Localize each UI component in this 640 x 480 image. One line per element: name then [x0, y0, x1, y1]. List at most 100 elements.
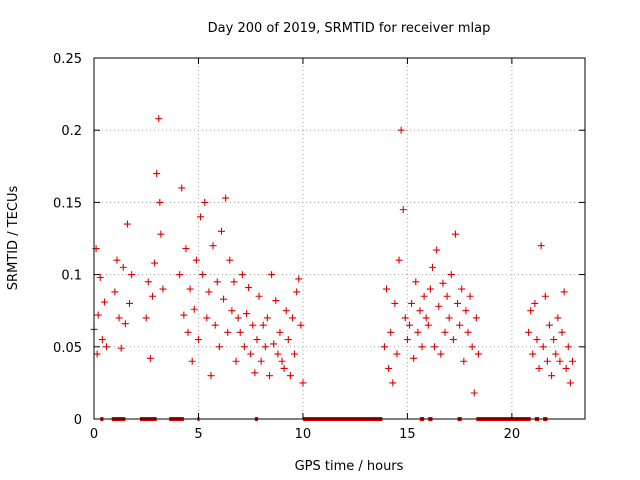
data-point	[247, 350, 255, 358]
data-point	[443, 292, 451, 300]
data-point	[422, 314, 430, 322]
data-point	[424, 321, 432, 329]
data-point	[449, 336, 457, 344]
data-point	[299, 379, 307, 387]
data-point	[568, 357, 576, 365]
data-point	[395, 256, 403, 264]
data-point	[295, 275, 303, 283]
y-axis-label: SRMTID / TECUs	[6, 186, 21, 291]
data-point	[236, 328, 244, 336]
data-point	[428, 263, 436, 271]
data-point	[462, 307, 470, 315]
data-point	[435, 302, 443, 310]
data-point	[180, 311, 188, 319]
data-point	[268, 271, 276, 279]
data-point	[205, 288, 213, 296]
data-point	[209, 242, 217, 250]
data-point	[93, 350, 101, 358]
data-point	[230, 278, 238, 286]
data-point	[410, 354, 418, 362]
data-point	[192, 256, 200, 264]
data-point	[276, 328, 284, 336]
data-point	[412, 278, 420, 286]
data-point	[385, 364, 393, 372]
data-point	[190, 305, 198, 313]
data-point	[100, 298, 108, 306]
y-tick-label: 0.15	[53, 196, 82, 211]
data-point	[464, 328, 472, 336]
data-point	[560, 288, 568, 296]
data-point	[458, 285, 466, 293]
data-point	[541, 292, 549, 300]
data-point	[123, 220, 131, 228]
data-point	[286, 372, 294, 380]
data-point	[445, 314, 453, 322]
data-point	[401, 314, 409, 322]
data-point	[537, 242, 545, 250]
data-point	[182, 245, 190, 253]
data-point	[393, 350, 401, 358]
data-point	[274, 350, 282, 358]
data-point	[297, 321, 305, 329]
data-point	[397, 126, 405, 134]
data-point	[157, 230, 165, 238]
chart-title: Day 200 of 2019, SRMTID for receiver mla…	[208, 21, 491, 36]
x-tick-label: 20	[504, 427, 521, 442]
data-point	[531, 299, 539, 307]
data-point	[468, 343, 476, 351]
data-point	[282, 307, 290, 315]
data-point	[94, 311, 102, 319]
data-point	[466, 292, 474, 300]
data-point	[203, 314, 211, 322]
data-point	[194, 336, 202, 344]
data-point	[178, 184, 186, 192]
data-point	[186, 285, 194, 293]
data-point	[251, 369, 259, 377]
data-point	[266, 372, 274, 380]
data-point	[238, 271, 246, 279]
data-point	[472, 314, 480, 322]
data-point	[543, 357, 551, 365]
data-point	[441, 328, 449, 336]
data-point	[288, 314, 296, 322]
data-point	[217, 227, 225, 235]
data-point	[564, 343, 572, 351]
data-point	[470, 389, 478, 397]
data-point	[451, 230, 459, 238]
data-point	[447, 271, 455, 279]
data-point	[426, 285, 434, 293]
data-point	[525, 328, 533, 336]
x-tick-label: 5	[194, 427, 202, 442]
data-point	[389, 379, 397, 387]
y-tick-labels: 0 0.05 0.1 0.15 0.2 0.25	[53, 52, 82, 428]
data-point	[437, 350, 445, 358]
data-point	[548, 372, 556, 380]
data-point	[234, 314, 242, 322]
data-point	[226, 256, 234, 264]
data-point	[142, 314, 150, 322]
data-point	[117, 344, 125, 352]
data-point	[228, 307, 236, 315]
y-tick-label: 0	[74, 413, 82, 428]
axis-ticks	[93, 57, 585, 420]
data-point	[213, 278, 221, 286]
data-point	[562, 364, 570, 372]
data-point	[278, 357, 286, 365]
data-point	[474, 350, 482, 358]
data-point	[144, 278, 152, 286]
data-point	[554, 314, 562, 322]
data-point	[111, 288, 119, 296]
grid-layer	[94, 58, 585, 419]
data-point	[222, 194, 230, 202]
data-point	[533, 336, 541, 344]
data-point	[201, 198, 209, 206]
data-point	[257, 357, 265, 365]
data-point	[240, 343, 248, 351]
data-point	[199, 271, 207, 279]
data-point	[284, 336, 292, 344]
data-point	[159, 285, 167, 293]
data-point	[128, 271, 136, 279]
data-point	[416, 307, 424, 315]
data-point	[207, 372, 215, 380]
